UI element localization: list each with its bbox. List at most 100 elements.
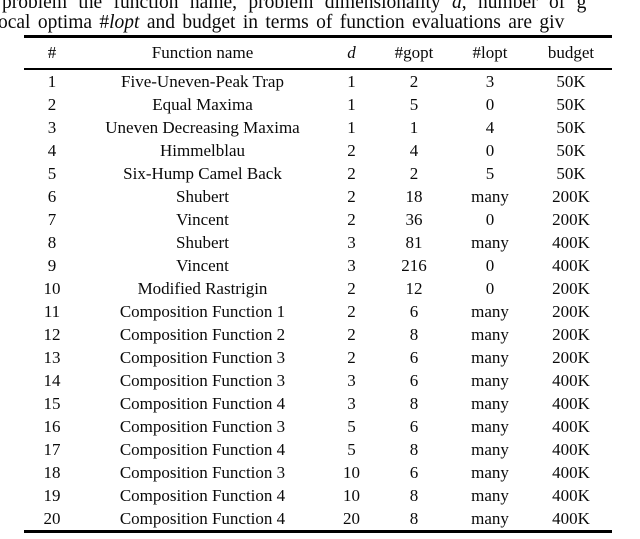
table-row: 17 Composition Function 4 5 8 many 400K bbox=[24, 438, 612, 461]
cell-budget: 400K bbox=[552, 370, 590, 390]
cell-gopt: 6 bbox=[409, 462, 419, 482]
table-row: 5 Six-Hump Camel Back 2 2 5 50K bbox=[24, 162, 612, 185]
cell-name: Composition Function 3 bbox=[119, 416, 286, 436]
cell-num: 19 bbox=[43, 485, 61, 505]
cell-num: 10 bbox=[43, 278, 61, 298]
cell-num: 20 bbox=[43, 508, 61, 528]
cell-d: 2 bbox=[347, 301, 356, 321]
cell-budget: 400K bbox=[552, 255, 590, 275]
table-header-row: # Function name d #gopt #lopt budget bbox=[24, 36, 612, 70]
cell-d: 3 bbox=[347, 370, 356, 390]
table-row: 10 Modified Rastrigin 2 12 0 200K bbox=[24, 277, 612, 300]
cell-d: 2 bbox=[347, 163, 356, 183]
cell-num: 14 bbox=[43, 370, 61, 390]
cell-budget: 50K bbox=[556, 117, 586, 137]
cell-name: Shubert bbox=[176, 232, 229, 252]
cell-lopt: many bbox=[471, 439, 509, 459]
cell-gopt: 1 bbox=[409, 117, 419, 137]
cell-gopt: 81 bbox=[405, 232, 423, 252]
cell-lopt: many bbox=[471, 508, 509, 528]
cell-num: 5 bbox=[47, 163, 57, 183]
cell-name: Composition Function 4 bbox=[119, 485, 286, 505]
cell-name: Composition Function 4 bbox=[119, 508, 286, 528]
table-row: 7 Vincent 2 36 0 200K bbox=[24, 208, 612, 231]
cell-num: 12 bbox=[43, 324, 61, 344]
cell-name: Five-Uneven-Peak Trap bbox=[121, 71, 284, 91]
table-row: 3 Uneven Decreasing Maxima 1 1 4 50K bbox=[24, 116, 612, 139]
cell-name: Composition Function 1 bbox=[119, 301, 286, 321]
cell-d: 2 bbox=[347, 140, 356, 160]
caption-line-2: ocal optima #lopt and budget in terms of… bbox=[0, 12, 564, 34]
cell-gopt: 6 bbox=[409, 301, 419, 321]
cell-budget: 50K bbox=[556, 71, 586, 91]
cell-num: 13 bbox=[43, 347, 61, 367]
table-row: 19 Composition Function 4 10 8 many 400K bbox=[24, 484, 612, 507]
cell-gopt: 2 bbox=[409, 71, 419, 91]
cell-d: 1 bbox=[347, 117, 356, 137]
cell-num: 6 bbox=[47, 186, 57, 206]
cell-budget: 50K bbox=[556, 163, 586, 183]
column-header-name: Function name bbox=[80, 36, 325, 70]
caption-text-segment: and budget in terms of function evaluati… bbox=[139, 12, 565, 33]
cell-gopt: 216 bbox=[401, 255, 427, 275]
cell-d: 3 bbox=[347, 393, 356, 413]
cell-gopt: 8 bbox=[409, 508, 419, 528]
cell-gopt: 5 bbox=[409, 94, 419, 114]
table-row: 9 Vincent 3 216 0 400K bbox=[24, 254, 612, 277]
cell-d: 2 bbox=[347, 324, 356, 344]
cell-name: Composition Function 4 bbox=[119, 393, 286, 413]
cell-budget: 200K bbox=[552, 278, 590, 298]
cell-name: Uneven Decreasing Maxima bbox=[105, 117, 300, 137]
cell-budget: 200K bbox=[552, 347, 590, 367]
cell-d: 3 bbox=[347, 232, 356, 252]
cell-lopt: 3 bbox=[485, 71, 495, 91]
table-row: 1 Five-Uneven-Peak Trap 1 2 3 50K bbox=[24, 69, 612, 93]
cell-gopt: 4 bbox=[409, 140, 419, 160]
cell-lopt: 0 bbox=[485, 209, 495, 229]
cell-name: Modified Rastrigin bbox=[137, 278, 268, 298]
cell-gopt: 6 bbox=[409, 416, 419, 436]
cell-d: 10 bbox=[343, 485, 360, 505]
cell-num: 2 bbox=[47, 94, 57, 114]
cell-budget: 200K bbox=[552, 324, 590, 344]
cell-lopt: many bbox=[471, 485, 509, 505]
table-row: 18 Composition Function 3 10 6 many 400K bbox=[24, 461, 612, 484]
cell-lopt: many bbox=[471, 324, 509, 344]
cell-lopt: 0 bbox=[485, 94, 495, 114]
cell-gopt: 12 bbox=[405, 278, 423, 298]
cell-lopt: many bbox=[471, 301, 509, 321]
table-row: 2 Equal Maxima 1 5 0 50K bbox=[24, 93, 612, 116]
table-row: 15 Composition Function 4 3 8 many 400K bbox=[24, 392, 612, 415]
cell-d: 2 bbox=[347, 278, 356, 298]
cell-num: 18 bbox=[43, 462, 61, 482]
cell-num: 9 bbox=[47, 255, 57, 275]
cell-name: Composition Function 3 bbox=[119, 462, 286, 482]
table-row: 4 Himmelblau 2 4 0 50K bbox=[24, 139, 612, 162]
cell-budget: 400K bbox=[552, 393, 590, 413]
cell-name: Composition Function 4 bbox=[119, 439, 286, 459]
table-row: 13 Composition Function 3 2 6 many 200K bbox=[24, 346, 612, 369]
cell-budget: 400K bbox=[552, 416, 590, 436]
cell-name: Vincent bbox=[176, 255, 229, 275]
cell-budget: 50K bbox=[556, 140, 586, 160]
column-header-lopt: #lopt bbox=[450, 36, 530, 70]
cell-d: 2 bbox=[347, 347, 356, 367]
cell-gopt: 8 bbox=[409, 324, 419, 344]
cell-name: Himmelblau bbox=[160, 140, 245, 160]
cell-gopt: 2 bbox=[409, 163, 419, 183]
table-header: # Function name d #gopt #lopt budget bbox=[24, 36, 612, 70]
caption-text-segment: problem the function name, problem dimen… bbox=[2, 0, 453, 13]
cell-lopt: many bbox=[471, 416, 509, 436]
column-header-d: d bbox=[325, 36, 378, 70]
cell-d: 20 bbox=[343, 508, 360, 528]
column-header-gopt: #gopt bbox=[378, 36, 450, 70]
cell-lopt: many bbox=[471, 393, 509, 413]
cell-lopt: many bbox=[471, 232, 509, 252]
cell-d: 1 bbox=[347, 94, 356, 114]
cell-name: Composition Function 3 bbox=[119, 370, 286, 390]
cell-gopt: 18 bbox=[405, 186, 423, 206]
cell-lopt: many bbox=[471, 186, 509, 206]
cell-budget: 400K bbox=[552, 439, 590, 459]
cell-d: 2 bbox=[347, 186, 356, 206]
cell-lopt: many bbox=[471, 462, 509, 482]
